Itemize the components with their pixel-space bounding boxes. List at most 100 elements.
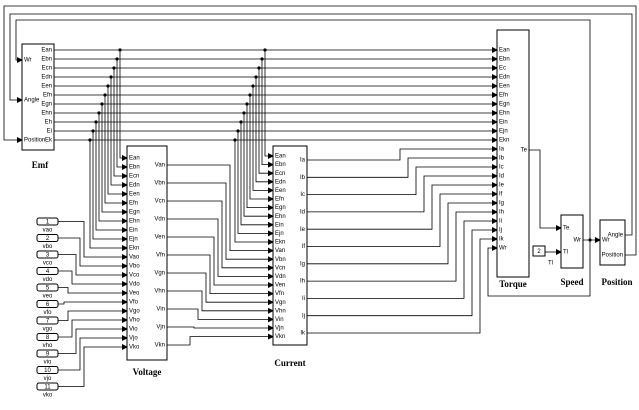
constant-value: 3 <box>46 252 50 258</box>
input-port-label: Een <box>129 192 140 198</box>
output-port-label: Vin <box>156 307 165 313</box>
junction <box>118 48 122 52</box>
input-port-label: Wr <box>499 246 507 252</box>
input-port-label: Van <box>275 248 285 254</box>
wire <box>240 122 274 228</box>
wire <box>9 13 633 236</box>
output-port-label: If <box>302 244 306 250</box>
constant-block <box>36 234 59 242</box>
wire <box>307 218 498 299</box>
input-port-label: Vcn <box>275 265 285 271</box>
input-port-label: Vdo <box>129 282 140 288</box>
block-label: Current <box>274 358 305 368</box>
input-port-label: Vjo <box>129 336 138 342</box>
output-port-label: Wr <box>573 238 581 244</box>
junction <box>103 93 107 97</box>
output-port-label: Ei <box>47 129 52 135</box>
constant-value: 1 <box>46 219 50 225</box>
input-port-label: Te <box>563 226 570 232</box>
wire <box>58 270 128 287</box>
wire <box>258 68 274 177</box>
constant-block <box>36 250 59 259</box>
junction <box>91 129 95 133</box>
wire <box>307 146 498 161</box>
input-port-label: Ebn <box>275 162 286 168</box>
wire <box>58 254 128 278</box>
junction <box>263 48 267 52</box>
constant-value: 9 <box>46 351 50 357</box>
output-port-label: Ie <box>300 227 306 233</box>
constant-value: 7 <box>46 318 50 324</box>
wires <box>3 5 637 387</box>
output-port-label: Ek <box>45 138 53 144</box>
junction <box>97 111 101 115</box>
wire <box>95 122 128 233</box>
constant-block <box>36 267 59 275</box>
input-port-label: Wr <box>24 58 32 64</box>
output-port-label: Ij <box>302 313 305 319</box>
output-port-label: Van <box>155 163 165 169</box>
wire <box>243 113 274 220</box>
junction <box>233 138 237 142</box>
input-port-label: Ekn <box>499 138 509 144</box>
input-port-label: If <box>499 192 503 198</box>
input-port-label: Veo <box>129 291 140 297</box>
junction <box>257 66 261 70</box>
input-port-label: Position <box>24 138 45 144</box>
junction <box>106 84 110 88</box>
block-voltage <box>126 145 168 361</box>
wire <box>167 254 274 297</box>
wire <box>58 237 128 269</box>
input-port-label: Ih <box>499 210 504 216</box>
constant-value: 10 <box>44 368 51 374</box>
junction <box>94 120 98 124</box>
wire <box>307 200 498 265</box>
junction <box>236 129 240 133</box>
constant-label: vho <box>43 343 53 349</box>
wire <box>167 290 274 314</box>
output-port-label: Vbn <box>154 181 165 187</box>
input-port-label: Angle <box>24 98 40 104</box>
input-port-label: Id <box>499 174 504 180</box>
constant-label: vbo <box>43 244 53 250</box>
input-port-label: Ekn <box>275 240 285 246</box>
constant-label: vgo <box>43 327 53 333</box>
wire <box>234 140 274 245</box>
junction <box>112 66 116 70</box>
output-port-label: Vhn <box>154 289 165 295</box>
input-port-label: Ie <box>499 183 505 189</box>
input-port-label: Ic <box>499 165 504 171</box>
block-label: Torque <box>499 279 527 289</box>
input-port-label: Vhn <box>275 308 286 314</box>
output-port-label: Ven <box>155 235 165 241</box>
constant-block <box>36 333 59 341</box>
constant-value: 11 <box>44 384 51 390</box>
output-port-label: Ean <box>41 48 52 54</box>
junction <box>248 93 252 97</box>
block-torque <box>496 29 530 278</box>
input-port-label: Egn <box>499 102 510 108</box>
wire <box>237 131 274 237</box>
input-port-label: Wr <box>602 238 610 244</box>
wire <box>307 191 498 247</box>
output-port-label: Vdn <box>154 217 165 223</box>
constant-value: 6 <box>46 302 50 308</box>
junction <box>239 120 243 124</box>
constant-value: 2 <box>537 249 541 255</box>
wire <box>307 227 498 317</box>
wire <box>58 308 128 321</box>
output-port-label: Ebn <box>41 57 52 63</box>
input-port-label: Vdn <box>275 274 286 280</box>
constant-label: vjo <box>44 376 52 382</box>
constant-block <box>532 245 546 257</box>
input-port-label: Ec <box>499 66 506 72</box>
wire <box>307 164 498 196</box>
output-port-label: Ih <box>300 279 305 285</box>
wire <box>92 131 128 242</box>
wire <box>167 308 274 323</box>
input-port-label: Ejn <box>499 129 508 135</box>
junction <box>115 57 119 61</box>
block-speed <box>560 214 584 269</box>
constant-block <box>36 283 59 292</box>
wire <box>255 77 274 185</box>
